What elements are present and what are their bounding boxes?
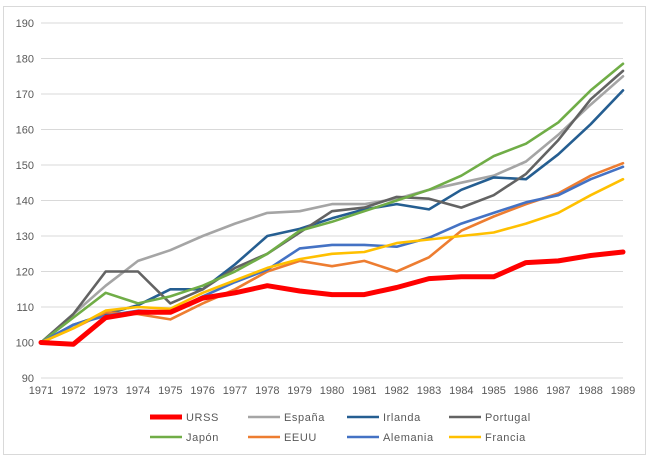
- legend-item: EEUU: [248, 432, 317, 444]
- series-line-irlanda: [39, 89, 625, 344]
- legend-item: Alemania: [347, 432, 434, 444]
- legend-item: Francia: [449, 432, 526, 444]
- legend-label: Portugal: [485, 412, 531, 424]
- legend-label: EEUU: [284, 432, 317, 444]
- y-axis-ticks: 90 100 110 120 130 140 150 160 170 180 190: [16, 18, 34, 385]
- x-tick-label: 1987: [546, 385, 570, 397]
- x-tick-label: 1984: [449, 385, 473, 397]
- series-line-francia: [39, 177, 625, 344]
- legend-item: España: [248, 412, 325, 424]
- y-tick-label: 180: [16, 54, 34, 66]
- x-tick-label: 1976: [190, 385, 214, 397]
- x-tick-label: 1983: [417, 385, 441, 397]
- y-tick-label: 190: [16, 18, 34, 30]
- x-tick-label: 1974: [126, 385, 150, 397]
- y-tick-label: 140: [16, 196, 34, 208]
- legend-label: España: [284, 412, 325, 424]
- x-tick-label: 1989: [611, 385, 635, 397]
- x-tick-label: 1977: [223, 385, 247, 397]
- legend-label: URSS: [186, 412, 219, 424]
- legend-item: Irlanda: [347, 412, 421, 424]
- legend-item: URSS: [150, 412, 219, 424]
- x-tick-label: 1982: [384, 385, 408, 397]
- series-lines: [38, 62, 626, 347]
- legend-label: Japón: [186, 432, 219, 444]
- y-tick-label: 150: [16, 160, 34, 172]
- legend-item: Japón: [150, 432, 219, 444]
- x-tick-label: 1980: [320, 385, 344, 397]
- x-axis-ticks: 1971 1972 1973 1974 1975 1976 1977 1978 1979 1980…: [29, 385, 635, 397]
- series-line-españa: [39, 75, 625, 344]
- y-tick-label: 100: [16, 338, 34, 350]
- gridlines: [41, 22, 623, 379]
- legend-label: Alemania: [383, 432, 434, 444]
- y-tick-label: 130: [16, 231, 34, 243]
- legend: URSS España Irlanda Portugal Japón EEUU Aleman…: [150, 412, 531, 444]
- series-line-japón: [39, 62, 625, 344]
- legend-item: Portugal: [449, 412, 531, 424]
- legend-label: Francia: [485, 432, 526, 444]
- chart-frame: [3, 6, 646, 455]
- legend-label: Irlanda: [383, 412, 421, 424]
- y-tick-label: 110: [16, 302, 34, 314]
- series-line-portugal: [39, 69, 625, 344]
- x-tick-label: 1971: [29, 385, 53, 397]
- x-tick-label: 1972: [61, 385, 85, 397]
- x-tick-label: 1973: [93, 385, 117, 397]
- x-tick-label: 1986: [514, 385, 538, 397]
- x-tick-label: 1978: [255, 385, 279, 397]
- y-tick-label: 170: [16, 89, 34, 101]
- y-tick-label: 90: [22, 373, 34, 385]
- x-tick-label: 1988: [578, 385, 602, 397]
- x-tick-label: 1979: [287, 385, 311, 397]
- y-tick-label: 160: [16, 125, 34, 137]
- series-line-urss: [38, 249, 626, 347]
- x-tick-label: 1981: [352, 385, 376, 397]
- y-tick-label: 120: [16, 267, 34, 279]
- x-tick-label: 1975: [158, 385, 182, 397]
- x-tick-label: 1985: [481, 385, 505, 397]
